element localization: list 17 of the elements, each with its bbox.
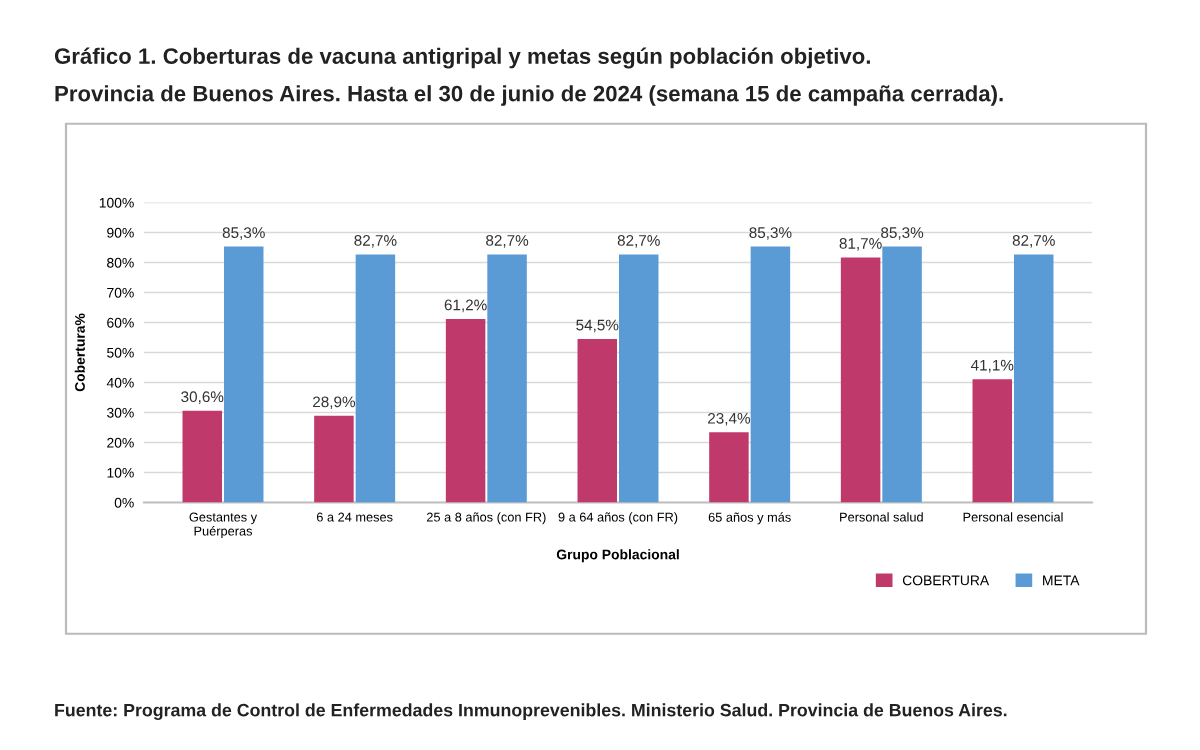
bar	[445, 318, 486, 503]
bar	[618, 254, 659, 503]
bar	[709, 432, 749, 503]
chart-title: Gráfico 1. Coberturas de vacuna antigripal y metas según población objetivo.	[54, 47, 870, 69]
bar	[840, 257, 881, 503]
bar	[355, 254, 396, 503]
bar	[182, 410, 223, 503]
bar	[577, 339, 618, 503]
bar	[314, 415, 354, 503]
bar	[223, 246, 264, 503]
chart-subtitle: Provincia de Buenos Aires. Hasta el 30 de junio de 2024 (semana 15 de campaña cerrada).	[55, 85, 1003, 106]
source-note: Fuente: Programa de Control de Enfermedades Inmunoprevenibles. Ministerio Salud. Provincia de Buenos Aires.	[55, 703, 1007, 721]
bar	[487, 254, 527, 503]
bar	[1013, 254, 1054, 503]
bar	[972, 379, 1013, 503]
bar	[882, 246, 922, 503]
bar	[750, 246, 791, 503]
